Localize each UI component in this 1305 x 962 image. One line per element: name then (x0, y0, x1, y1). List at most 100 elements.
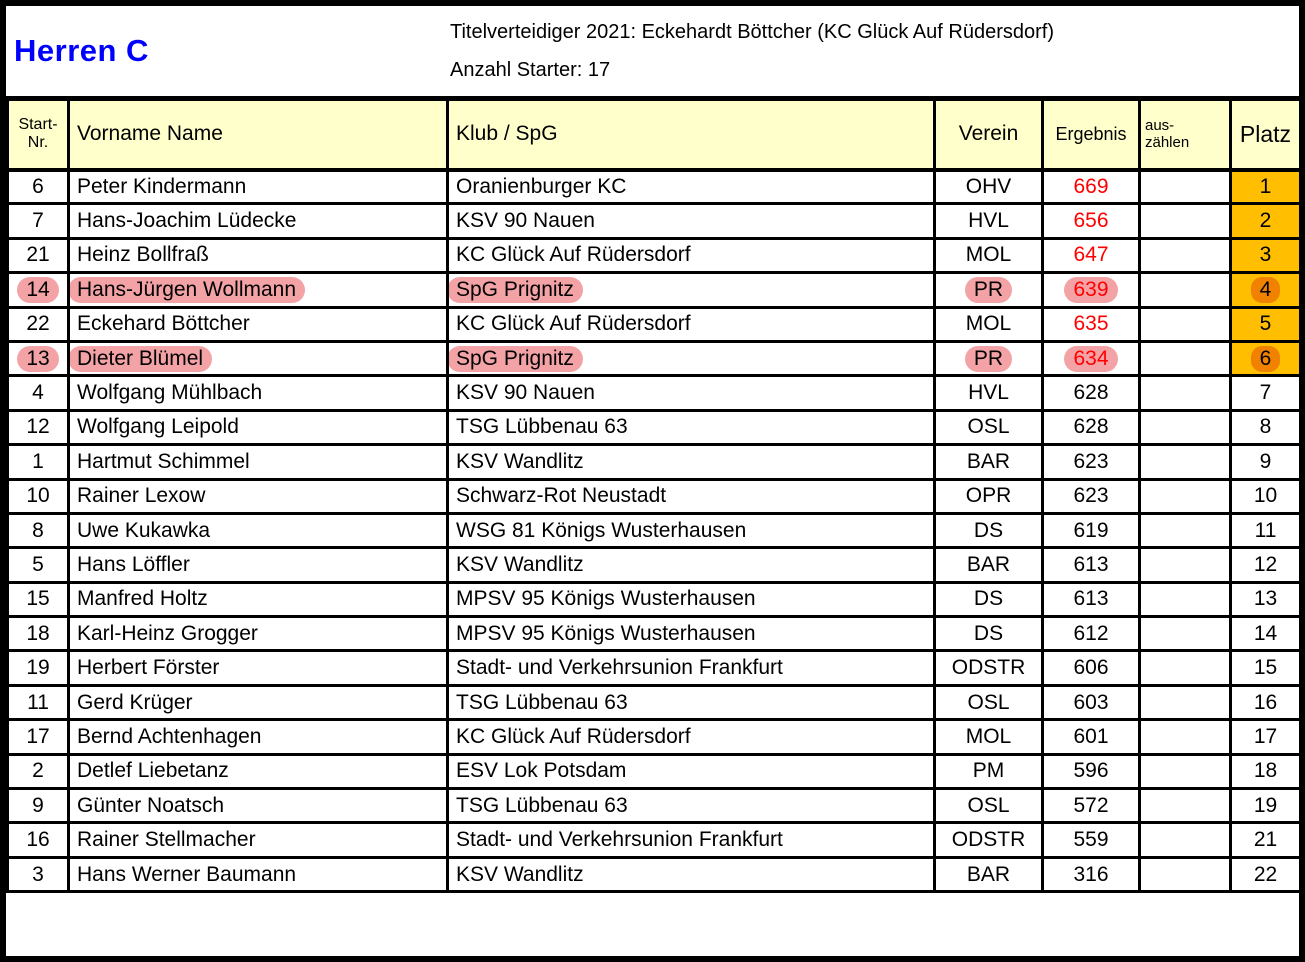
cell-ergebnis: 619 (1041, 511, 1141, 550)
cell-platz-text: 2 (1259, 209, 1272, 233)
cell-name-text: Wolfgang Mühlbach (77, 381, 263, 405)
cell-start-nr: 7 (6, 202, 70, 240)
cell-auszaehlen (1138, 649, 1232, 687)
cell-klub: TSG Lübbenau 63 (446, 683, 936, 722)
cell-platz-text: 7 (1259, 381, 1272, 405)
cell-start-nr-text: 14 (17, 276, 59, 303)
cell-platz-text: 18 (1253, 759, 1278, 783)
cell-platz-text: 22 (1253, 862, 1278, 886)
cell-start-nr: 15 (6, 580, 70, 619)
cell-verein-text: MOL (965, 243, 1012, 267)
cell-verein-text: OSL (967, 415, 1010, 439)
table-row: 17 Bernd Achtenhagen KC Glück Auf Rüdersdo… (6, 718, 1299, 756)
cell-auszaehlen (1138, 443, 1232, 481)
cell-name: Bernd Achtenhagen (67, 718, 449, 756)
cell-auszaehlen (1138, 374, 1232, 412)
cell-platz: 21 (1229, 821, 1299, 859)
cell-klub-text: KSV Wandlitz (456, 862, 584, 886)
cell-start-nr-text: 3 (32, 862, 44, 886)
cell-platz: 11 (1229, 511, 1299, 550)
table-row: 21 Heinz Bollfraß KC Glück Auf Rüdersdorf M… (6, 236, 1299, 275)
cell-name-text: Herbert Förster (77, 656, 220, 680)
cell-name: Hans-Joachim Lüdecke (67, 202, 449, 240)
cell-platz-text: 19 (1253, 793, 1278, 817)
cell-auszaehlen (1138, 511, 1232, 550)
cell-start-nr: 14 (6, 271, 70, 309)
cell-platz: 18 (1229, 752, 1299, 791)
cell-ergebnis-text: 603 (1073, 690, 1109, 714)
cell-ergebnis-text: 634 (1064, 345, 1118, 372)
cell-ergebnis: 628 (1041, 408, 1141, 447)
cell-start-nr: 22 (6, 305, 70, 343)
cell-ergebnis-text: 639 (1064, 276, 1118, 303)
title-bar: Herren C Titelverteidiger 2021: Eckehard… (6, 6, 1299, 96)
cell-klub: TSG Lübbenau 63 (446, 408, 936, 447)
cell-verein-text: ODSTR (951, 656, 1026, 680)
cell-verein-text: OPR (965, 484, 1012, 508)
cell-ergebnis-text: 623 (1073, 484, 1109, 508)
cell-platz: 2 (1229, 202, 1299, 240)
cell-start-nr-text: 9 (32, 793, 44, 817)
cell-verein: HVL (933, 374, 1044, 412)
table-row: 6 Peter Kindermann Oranienburger KC OHV 669 1 (6, 167, 1299, 206)
cell-name-text: Rainer Stellmacher (77, 828, 256, 852)
cell-auszaehlen (1138, 477, 1232, 515)
cell-platz: 16 (1229, 683, 1299, 722)
table-row: 10 Rainer Lexow Schwarz-Rot Neustadt OPR 623… (6, 477, 1299, 515)
cell-verein: OPR (933, 477, 1044, 515)
table-row: 16 Rainer Stellmacher Stadt- und Verkehrsu… (6, 821, 1299, 859)
cell-name-text: Gerd Krüger (77, 690, 193, 714)
cell-name-text: Bernd Achtenhagen (77, 724, 262, 748)
cell-name-text: Hans-Joachim Lüdecke (77, 209, 297, 233)
table-row: 13 Dieter Blümel SpG Prignitz PR 634 6 (6, 339, 1299, 378)
cell-platz: 14 (1229, 615, 1299, 653)
column-header-platz: Platz (1229, 96, 1299, 172)
cell-verein-text: HVL (968, 381, 1009, 405)
cell-ergebnis-text: 613 (1073, 587, 1109, 611)
cell-auszaehlen (1138, 580, 1232, 619)
cell-klub-text: KSV Wandlitz (456, 552, 584, 576)
title-info: Titelverteidiger 2021: Eckehardt Böttche… (450, 6, 1054, 96)
cell-start-nr: 12 (6, 408, 70, 447)
cell-klub: WSG 81 Königs Wusterhausen (446, 511, 936, 550)
cell-verein: ODSTR (933, 821, 1044, 859)
cell-start-nr-text: 18 (26, 621, 50, 645)
cell-ergebnis-text: 612 (1073, 621, 1109, 645)
cell-auszaehlen (1138, 546, 1232, 584)
cell-auszaehlen (1138, 305, 1232, 343)
cell-start-nr-text: 4 (32, 381, 44, 405)
cell-platz: 1 (1229, 167, 1299, 206)
cell-platz-text: 12 (1253, 552, 1278, 576)
cell-ergebnis-text: 669 (1073, 174, 1109, 198)
cell-ergebnis-text: 596 (1073, 759, 1109, 783)
cell-platz: 22 (1229, 855, 1299, 894)
cell-klub-text: MPSV 95 Königs Wusterhausen (456, 621, 756, 645)
cell-name-text: Detlef Liebetanz (77, 759, 229, 783)
cell-klub-text: KC Glück Auf Rüdersdorf (456, 724, 691, 748)
cell-name: Rainer Stellmacher (67, 821, 449, 859)
cell-platz: 13 (1229, 580, 1299, 619)
cell-ergebnis: 612 (1041, 615, 1141, 653)
cell-name: Wolfgang Leipold (67, 408, 449, 447)
cell-start-nr-text: 1 (32, 449, 44, 473)
cell-klub-text: KC Glück Auf Rüdersdorf (456, 243, 691, 267)
cell-start-nr: 16 (6, 821, 70, 859)
cell-auszaehlen (1138, 615, 1232, 653)
cell-verein-text: PM (972, 759, 1005, 783)
cell-platz: 7 (1229, 374, 1299, 412)
cell-name: Hans-Jürgen Wollmann (67, 271, 449, 309)
cell-verein: MOL (933, 718, 1044, 756)
cell-name: Manfred Holtz (67, 580, 449, 619)
cell-klub-text: KSV 90 Nauen (456, 381, 595, 405)
cell-verein-text: ODSTR (951, 828, 1026, 852)
cell-klub: ESV Lok Potsdam (446, 752, 936, 791)
cell-auszaehlen (1138, 683, 1232, 722)
table-row: 15 Manfred Holtz MPSV 95 Königs Wusterhaus… (6, 580, 1299, 619)
cell-name-text: Hans-Jürgen Wollmann (71, 276, 306, 303)
cell-start-nr-text: 22 (26, 312, 50, 336)
cell-verein: ODSTR (933, 649, 1044, 687)
cell-ergebnis: 647 (1041, 236, 1141, 275)
cell-start-nr-text: 21 (26, 243, 50, 267)
cell-ergebnis-text: 601 (1073, 724, 1109, 748)
cell-platz: 6 (1229, 339, 1299, 378)
